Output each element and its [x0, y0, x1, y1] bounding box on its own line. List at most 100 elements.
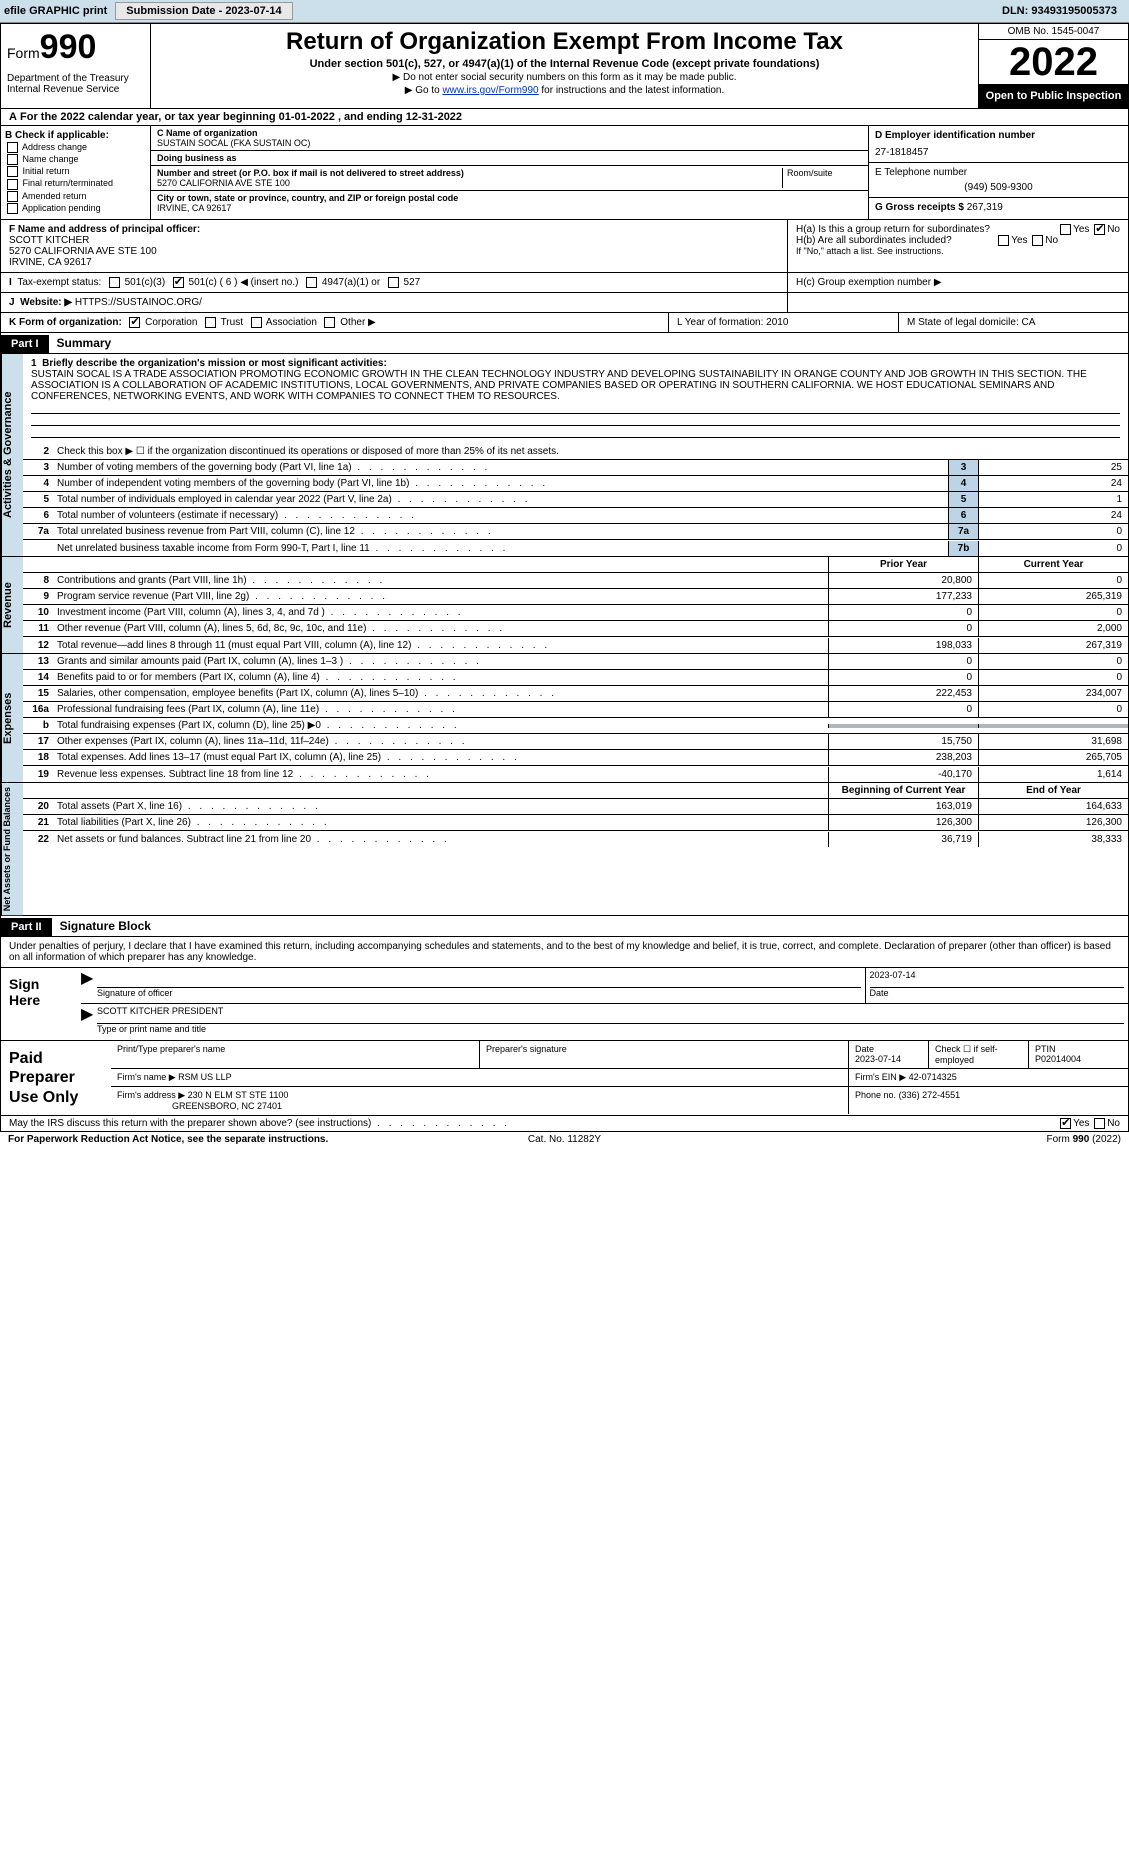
line-row: 15Salaries, other compensation, employee… [23, 686, 1128, 702]
website-value: HTTPS://SUSTAINOC.ORG/ [75, 297, 202, 308]
line-row: 10Investment income (Part VIII, column (… [23, 605, 1128, 621]
addr-label: Number and street (or P.O. box if mail i… [157, 168, 782, 178]
sig-date-label: Date [870, 988, 1125, 998]
expenses-section: Expenses 13Grants and similar amounts pa… [0, 654, 1129, 783]
line-row: 4Number of independent voting members of… [23, 476, 1128, 492]
sig-officer-label: Signature of officer [97, 988, 861, 998]
line-row: 2Check this box ▶ ☐ if the organization … [23, 444, 1128, 460]
sign-here: Sign Here ▶ Signature of officer 2023-07… [0, 968, 1129, 1041]
chk-initial-return[interactable]: Initial return [5, 166, 146, 177]
revenue-section: Revenue Prior Year Current Year 8Contrib… [0, 557, 1129, 654]
line-row: 17Other expenses (Part IX, column (A), l… [23, 734, 1128, 750]
state-domicile: M State of legal domicile: CA [898, 313, 1128, 332]
line-row: 9Program service revenue (Part VIII, lin… [23, 589, 1128, 605]
addr-value: 5270 CALIFORNIA AVE STE 100 [157, 178, 782, 188]
line-row: 20Total assets (Part X, line 16)163,0191… [23, 799, 1128, 815]
print-name-label: Type or print name and title [97, 1024, 1124, 1034]
mission-label: Briefly describe the organization's miss… [42, 358, 387, 369]
gross-label: G Gross receipts $ [875, 202, 964, 213]
preparer-sig-lbl: Preparer's signature [479, 1041, 848, 1068]
tax-year: 2022 [979, 40, 1128, 84]
gross-value: 267,319 [967, 202, 1003, 213]
ein-value: 27-1818457 [875, 147, 1122, 158]
line-row: 16aProfessional fundraising fees (Part I… [23, 702, 1128, 718]
chk-amended-return[interactable]: Amended return [5, 191, 146, 202]
col-b-checkboxes: B Check if applicable: Address change Na… [1, 126, 151, 219]
irs-discuss-row: May the IRS discuss this return with the… [0, 1116, 1129, 1132]
current-year-hdr: Current Year [978, 557, 1128, 572]
efile-label: efile GRAPHIC print [4, 5, 107, 17]
chk-application-pending[interactable]: Application pending [5, 203, 146, 214]
ptin: P02014004 [1035, 1054, 1081, 1064]
mission-text: SUSTAIN SOCAL IS A TRADE ASSOCIATION PRO… [31, 369, 1087, 402]
submission-date-btn[interactable]: Submission Date - 2023-07-14 [115, 2, 292, 20]
preparer-date: 2023-07-14 [855, 1054, 901, 1064]
part2-header: Part IISignature Block [0, 916, 1129, 937]
activities-governance: Activities & Governance 1 Briefly descri… [0, 354, 1129, 557]
note-ssn: ▶ Do not enter social security numbers o… [159, 72, 970, 83]
city-label: City or town, state or province, country… [157, 193, 862, 203]
net-assets-section: Net Assets or Fund Balances Beginning of… [0, 783, 1129, 916]
line-row: 18Total expenses. Add lines 13–17 (must … [23, 750, 1128, 766]
open-public-badge: Open to Public Inspection [979, 84, 1128, 108]
officer-name: SCOTT KITCHER [9, 235, 779, 246]
vtab-rev: Revenue [1, 557, 23, 653]
tel-value: (949) 509-9300 [875, 182, 1122, 193]
tel-label: E Telephone number [875, 167, 1122, 178]
eoy-hdr: End of Year [978, 783, 1128, 798]
line-row: 7aTotal unrelated business revenue from … [23, 524, 1128, 540]
line-row: 22Net assets or fund balances. Subtract … [23, 831, 1128, 847]
self-employed-chk[interactable]: Check ☐ if self-employed [928, 1041, 1028, 1068]
line-row: Net unrelated business taxable income fr… [23, 540, 1128, 556]
hb-row: H(b) Are all subordinates included? Yes … [796, 235, 1120, 246]
line-row: 3Number of voting members of the governi… [23, 460, 1128, 476]
year-formation: L Year of formation: 2010 [668, 313, 898, 332]
ha-row: H(a) Is this a group return for subordin… [796, 224, 1120, 235]
line-row: 13Grants and similar amounts paid (Part … [23, 654, 1128, 670]
form-header: Form990 Department of the Treasury Inter… [0, 23, 1129, 109]
part1-header: Part ISummary [0, 333, 1129, 354]
officer-print-name: SCOTT KITCHER PRESIDENT [97, 1006, 1124, 1024]
org-name-label: C Name of organization [157, 128, 862, 138]
line-row: bTotal fundraising expenses (Part IX, co… [23, 718, 1128, 734]
line-row: 12Total revenue—add lines 8 through 11 (… [23, 637, 1128, 653]
vtab-ag: Activities & Governance [1, 354, 23, 556]
discuss-no[interactable] [1094, 1118, 1105, 1129]
vtab-nafb: Net Assets or Fund Balances [1, 783, 23, 915]
irs-link[interactable]: www.irs.gov/Form990 [442, 85, 538, 96]
row-k: K Form of organization: Corporation Trus… [0, 313, 1129, 333]
section-a: A For the 2022 calendar year, or tax yea… [0, 109, 1129, 126]
firm-addr2: GREENSBORO, NC 27401 [172, 1101, 282, 1111]
footer-bar: For Paperwork Reduction Act Notice, see … [0, 1132, 1129, 1147]
line-row: 5Total number of individuals employed in… [23, 492, 1128, 508]
section-bc: B Check if applicable: Address change Na… [0, 126, 1129, 220]
boy-hdr: Beginning of Current Year [828, 783, 978, 798]
chk-address-change[interactable]: Address change [5, 142, 146, 153]
officer-addr2: IRVINE, CA 92617 [9, 257, 779, 268]
sig-declaration: Under penalties of perjury, I declare th… [0, 937, 1129, 968]
officer-addr1: 5270 CALIFORNIA AVE STE 100 [9, 246, 779, 257]
line-row: 19Revenue less expenses. Subtract line 1… [23, 766, 1128, 782]
row-i: I Tax-exempt status: 501(c)(3) 501(c) ( … [0, 273, 1129, 293]
firm-name: RSM US LLP [178, 1072, 232, 1082]
form-title: Return of Organization Exempt From Incom… [159, 28, 970, 56]
discuss-yes[interactable] [1060, 1118, 1071, 1129]
form-number: Form990 [7, 28, 144, 67]
ein-label: D Employer identification number [875, 130, 1122, 141]
room-suite: Room/suite [782, 168, 862, 188]
line-row: 21Total liabilities (Part X, line 26)126… [23, 815, 1128, 831]
chk-name-change[interactable]: Name change [5, 154, 146, 165]
toolbar: efile GRAPHIC print Submission Date - 20… [0, 0, 1129, 23]
line-row: 6Total number of volunteers (estimate if… [23, 508, 1128, 524]
dept-treasury: Department of the Treasury Internal Reve… [7, 73, 144, 95]
line-row: 14Benefits paid to or for members (Part … [23, 670, 1128, 686]
firm-addr1: 230 N ELM ST STE 1100 [188, 1090, 289, 1100]
chk-final-return[interactable]: Final return/terminated [5, 178, 146, 189]
omb-number: OMB No. 1545-0047 [979, 24, 1128, 40]
line-row: 11Other revenue (Part VIII, column (A), … [23, 621, 1128, 637]
form-subtitle: Under section 501(c), 527, or 4947(a)(1)… [159, 58, 970, 70]
prior-year-hdr: Prior Year [828, 557, 978, 572]
firm-ein: 42-0714325 [909, 1072, 957, 1082]
dln-text: DLN: 93493195005373 [1002, 5, 1125, 17]
row-j: J Website: ▶ HTTPS://SUSTAINOC.ORG/ [0, 293, 1129, 313]
